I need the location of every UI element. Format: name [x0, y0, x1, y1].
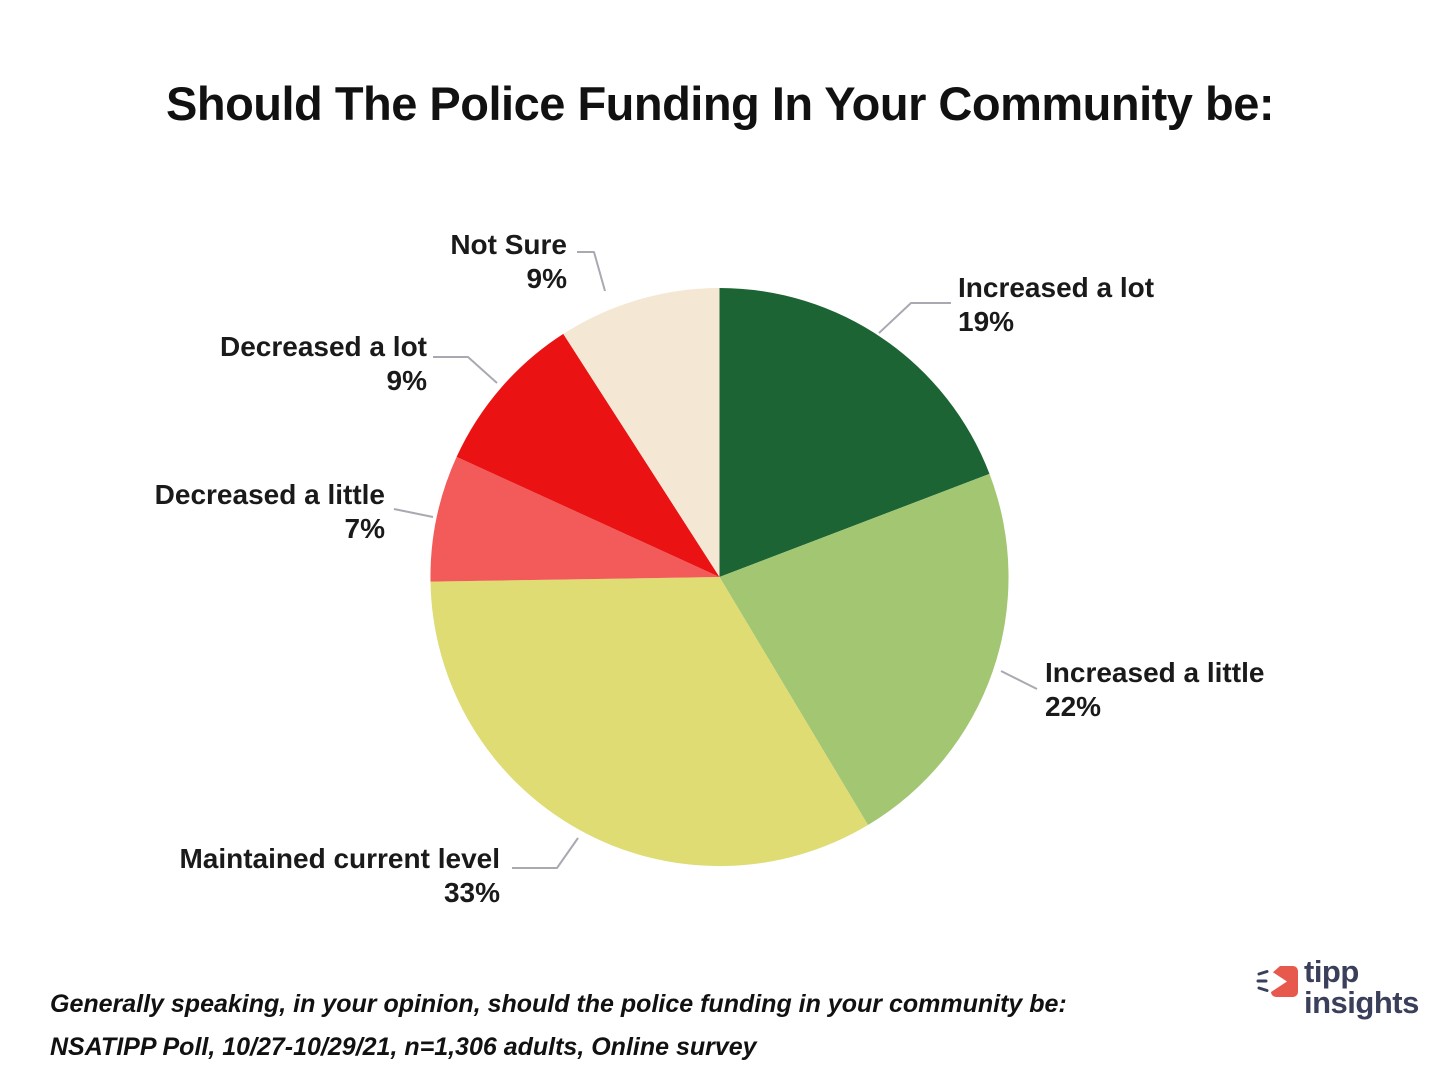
pie-slice-decreased-a-lot	[456, 333, 720, 577]
logo-wordmark: tipp insights	[1304, 956, 1419, 1018]
pie-slice-increased-a-little	[719, 473, 1009, 825]
slice-label-text: Maintained current level	[179, 843, 500, 874]
slice-label-pct: 19%	[958, 306, 1015, 337]
slice-label-pct: 22%	[1045, 691, 1102, 722]
pie-slice-decreased-a-little	[430, 456, 720, 582]
leader-line	[393, 508, 434, 518]
logo-word-insights: insights	[1304, 985, 1419, 1020]
slice-label-text: Increased a little	[1045, 657, 1265, 688]
footnote-question: Generally speaking, in your opinion, sho…	[50, 990, 1067, 1018]
tipp-insights-logo: tipp insights	[1256, 956, 1419, 1018]
slice-label-not-sure: Not Sure 9%	[450, 228, 567, 296]
slice-label-pct: 7%	[344, 513, 385, 544]
leader-line	[433, 356, 498, 384]
leader-line	[512, 837, 579, 869]
slice-label-decreased-a-little: Decreased a little 7%	[155, 478, 385, 546]
slice-label-pct: 9%	[526, 263, 567, 294]
slice-label-pct: 33%	[443, 877, 500, 908]
pie-slice-increased-a-lot	[719, 288, 990, 577]
slice-label-decreased-a-lot: Decreased a lot 9%	[220, 330, 427, 398]
slice-label-text: Increased a lot	[958, 272, 1155, 303]
logo-megaphone-icon	[1256, 966, 1298, 997]
logo-word-tipp: tipp	[1304, 954, 1359, 989]
slice-label-increased-a-lot: Increased a lot 19%	[958, 271, 1154, 339]
leader-line	[878, 302, 951, 334]
footnote-poll-details: NSATIPP Poll, 10/27-10/29/21, n=1,306 ad…	[50, 1033, 757, 1061]
slice-label-pct: 9%	[386, 365, 427, 396]
slice-label-increased-a-little: Increased a little 22%	[1045, 656, 1264, 724]
slice-label-text: Decreased a lot	[220, 331, 427, 362]
slice-label-maintained-current-level: Maintained current level 33%	[179, 842, 500, 910]
leader-line	[1000, 670, 1038, 690]
pie-slice-maintained-current-level	[430, 577, 868, 867]
slice-label-text: Decreased a little	[154, 479, 385, 510]
leader-line	[577, 251, 606, 292]
footnote: Generally speaking, in your opinion, sho…	[50, 983, 1067, 1069]
chart-title: Should The Police Funding In Your Commun…	[166, 77, 1274, 130]
slice-label-text: Not Sure	[450, 229, 567, 260]
pie-slice-not-sure	[563, 288, 720, 577]
